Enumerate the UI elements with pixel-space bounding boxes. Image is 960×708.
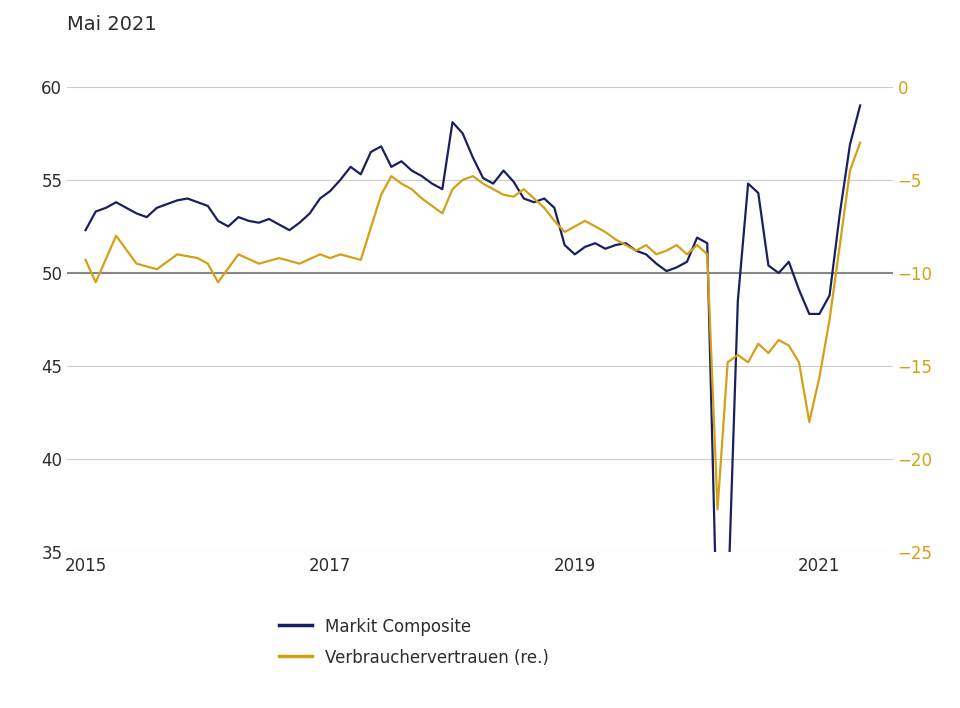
Legend: Markit Composite, Verbrauchervertrauen (re.): Markit Composite, Verbrauchervertrauen (… [272, 611, 556, 674]
Text: Mai 2021: Mai 2021 [67, 15, 156, 34]
